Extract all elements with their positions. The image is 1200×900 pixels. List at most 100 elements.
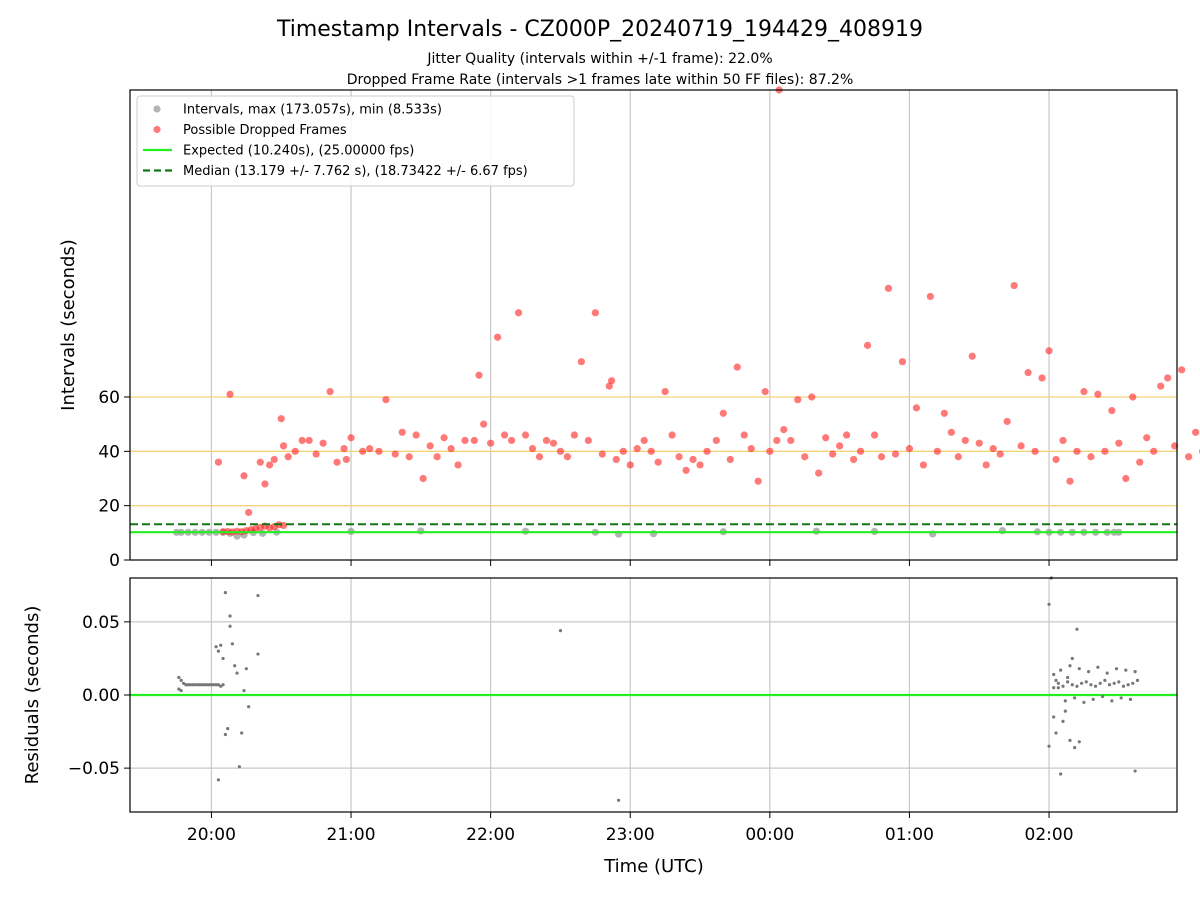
dropped-frame-point bbox=[277, 415, 285, 423]
residual-point bbox=[212, 683, 216, 687]
intervals-y-ticks: 0 20 40 60 bbox=[98, 388, 130, 571]
dropped-frame-point bbox=[696, 461, 704, 469]
dropped-frame-point bbox=[333, 458, 341, 466]
dropped-frame-point bbox=[494, 333, 502, 341]
intervals-axes-frame bbox=[129, 89, 1178, 561]
legend-entries: Intervals, max (173.057s), min (8.533s) P… bbox=[143, 103, 528, 179]
dropped-frame-point bbox=[375, 447, 383, 455]
dropped-frame-point bbox=[514, 309, 523, 317]
dropped-frame-point bbox=[1080, 387, 1088, 396]
residuals-x-tick-label: 22:00 bbox=[466, 825, 515, 845]
dropped-frame-point bbox=[675, 453, 683, 461]
residual-point bbox=[184, 683, 188, 687]
dropped-frame-point bbox=[1059, 436, 1067, 445]
residual-point bbox=[230, 642, 234, 646]
residual-point bbox=[1086, 670, 1091, 674]
dropped-frame-point bbox=[1017, 442, 1025, 450]
dropped-frame-point bbox=[975, 439, 983, 447]
residual-point bbox=[214, 645, 218, 649]
residuals-x-ticks: 20:00 21:00 22:00 23:00 00:00 01:00 02:00 bbox=[187, 812, 1074, 845]
residual-point bbox=[1047, 602, 1051, 606]
residual-point bbox=[1121, 684, 1126, 688]
residual-point bbox=[216, 683, 221, 687]
residual-point bbox=[1077, 740, 1081, 744]
dropped-frame-point bbox=[391, 450, 399, 458]
residual-point bbox=[219, 643, 223, 647]
residual-point bbox=[216, 649, 221, 653]
dropped-frame-point bbox=[340, 445, 348, 453]
dropped-frame-point bbox=[989, 445, 997, 453]
dropped-frame-point bbox=[926, 292, 934, 301]
residual-point bbox=[1063, 699, 1067, 703]
dropped-frame-point bbox=[703, 447, 711, 455]
dropped-frame-point bbox=[982, 461, 990, 469]
residual-point bbox=[1054, 731, 1058, 735]
residual-point bbox=[1073, 696, 1077, 700]
legend-label: Median (13.179 +/- 7.762 s), (18.73422 +… bbox=[183, 164, 528, 179]
dropped-frame-point bbox=[1073, 447, 1081, 455]
legend-label: Expected (10.240s), (25.00000 fps) bbox=[183, 144, 414, 159]
dropped-frame-point bbox=[1150, 447, 1158, 455]
residual-point bbox=[1063, 709, 1067, 713]
residual-point bbox=[1098, 681, 1102, 685]
residual-point bbox=[1068, 738, 1072, 742]
dropped-frame-point bbox=[256, 458, 264, 466]
dropped-frame-point bbox=[270, 455, 278, 464]
dropped-frame-point bbox=[996, 450, 1004, 458]
residual-point bbox=[177, 687, 181, 691]
residual-point bbox=[186, 683, 190, 687]
dropped-frame-point bbox=[654, 458, 662, 466]
intervals-panel: 0 20 40 60 Intervals (seconds) Intervals, m… bbox=[58, 86, 1200, 571]
residual-point bbox=[1052, 686, 1056, 690]
residual-point bbox=[256, 593, 260, 598]
residual-point bbox=[1128, 697, 1133, 701]
residual-point bbox=[256, 652, 260, 656]
residuals-x-axis-label: Time (UTC) bbox=[603, 856, 704, 877]
residual-point bbox=[617, 798, 621, 802]
residual-point bbox=[221, 683, 225, 687]
dropped-frame-point bbox=[968, 352, 976, 360]
dropped-frame-point bbox=[291, 447, 299, 455]
residual-point bbox=[558, 629, 563, 633]
dropped-frame-point bbox=[577, 358, 585, 366]
residual-point bbox=[242, 689, 246, 693]
figure-subtitle-jitter: Jitter Quality (intervals within +/-1 fr… bbox=[426, 51, 772, 67]
dropped-frame-point bbox=[584, 436, 592, 445]
dropped-frame-point bbox=[426, 442, 434, 450]
dropped-frame-point bbox=[1115, 439, 1123, 447]
residual-point bbox=[221, 656, 225, 661]
dropped-frame-point bbox=[342, 455, 350, 464]
residual-point bbox=[1084, 680, 1088, 684]
dropped-frame-point bbox=[754, 477, 762, 485]
dropped-frame-point bbox=[1129, 393, 1137, 401]
residual-point bbox=[1135, 678, 1140, 682]
dropped-frame-point bbox=[563, 453, 572, 461]
dropped-frame-point bbox=[905, 445, 914, 453]
dropped-frame-point bbox=[359, 447, 367, 455]
residual-point bbox=[193, 683, 197, 687]
dropped-frame-point bbox=[1038, 374, 1046, 382]
dropped-frame-point bbox=[1101, 447, 1109, 455]
residual-point bbox=[1096, 665, 1100, 669]
dropped-frame-point bbox=[591, 309, 599, 317]
residual-point bbox=[1082, 700, 1086, 704]
residual-point bbox=[1080, 681, 1084, 685]
dropped-frame-point bbox=[884, 284, 893, 292]
residual-point bbox=[228, 614, 232, 618]
dropped-frame-point bbox=[556, 447, 565, 455]
residual-point bbox=[1061, 684, 1065, 688]
dropped-frame-point bbox=[447, 445, 455, 453]
residual-point bbox=[1059, 668, 1063, 672]
dropped-frame-point bbox=[1185, 453, 1193, 461]
residuals-x-tick-label: 01:00 bbox=[885, 825, 934, 845]
dropped-frame-point bbox=[877, 453, 886, 461]
dropped-frame-point bbox=[954, 453, 962, 461]
intervals-x-ticks bbox=[210, 560, 1050, 566]
dropped-frames-series-points bbox=[214, 86, 1200, 536]
residual-point bbox=[1089, 683, 1093, 687]
residual-point bbox=[1052, 715, 1056, 719]
residual-point bbox=[1066, 675, 1070, 680]
residuals-y-axis-label: Residuals (seconds) bbox=[22, 606, 43, 785]
residual-point bbox=[205, 683, 209, 687]
